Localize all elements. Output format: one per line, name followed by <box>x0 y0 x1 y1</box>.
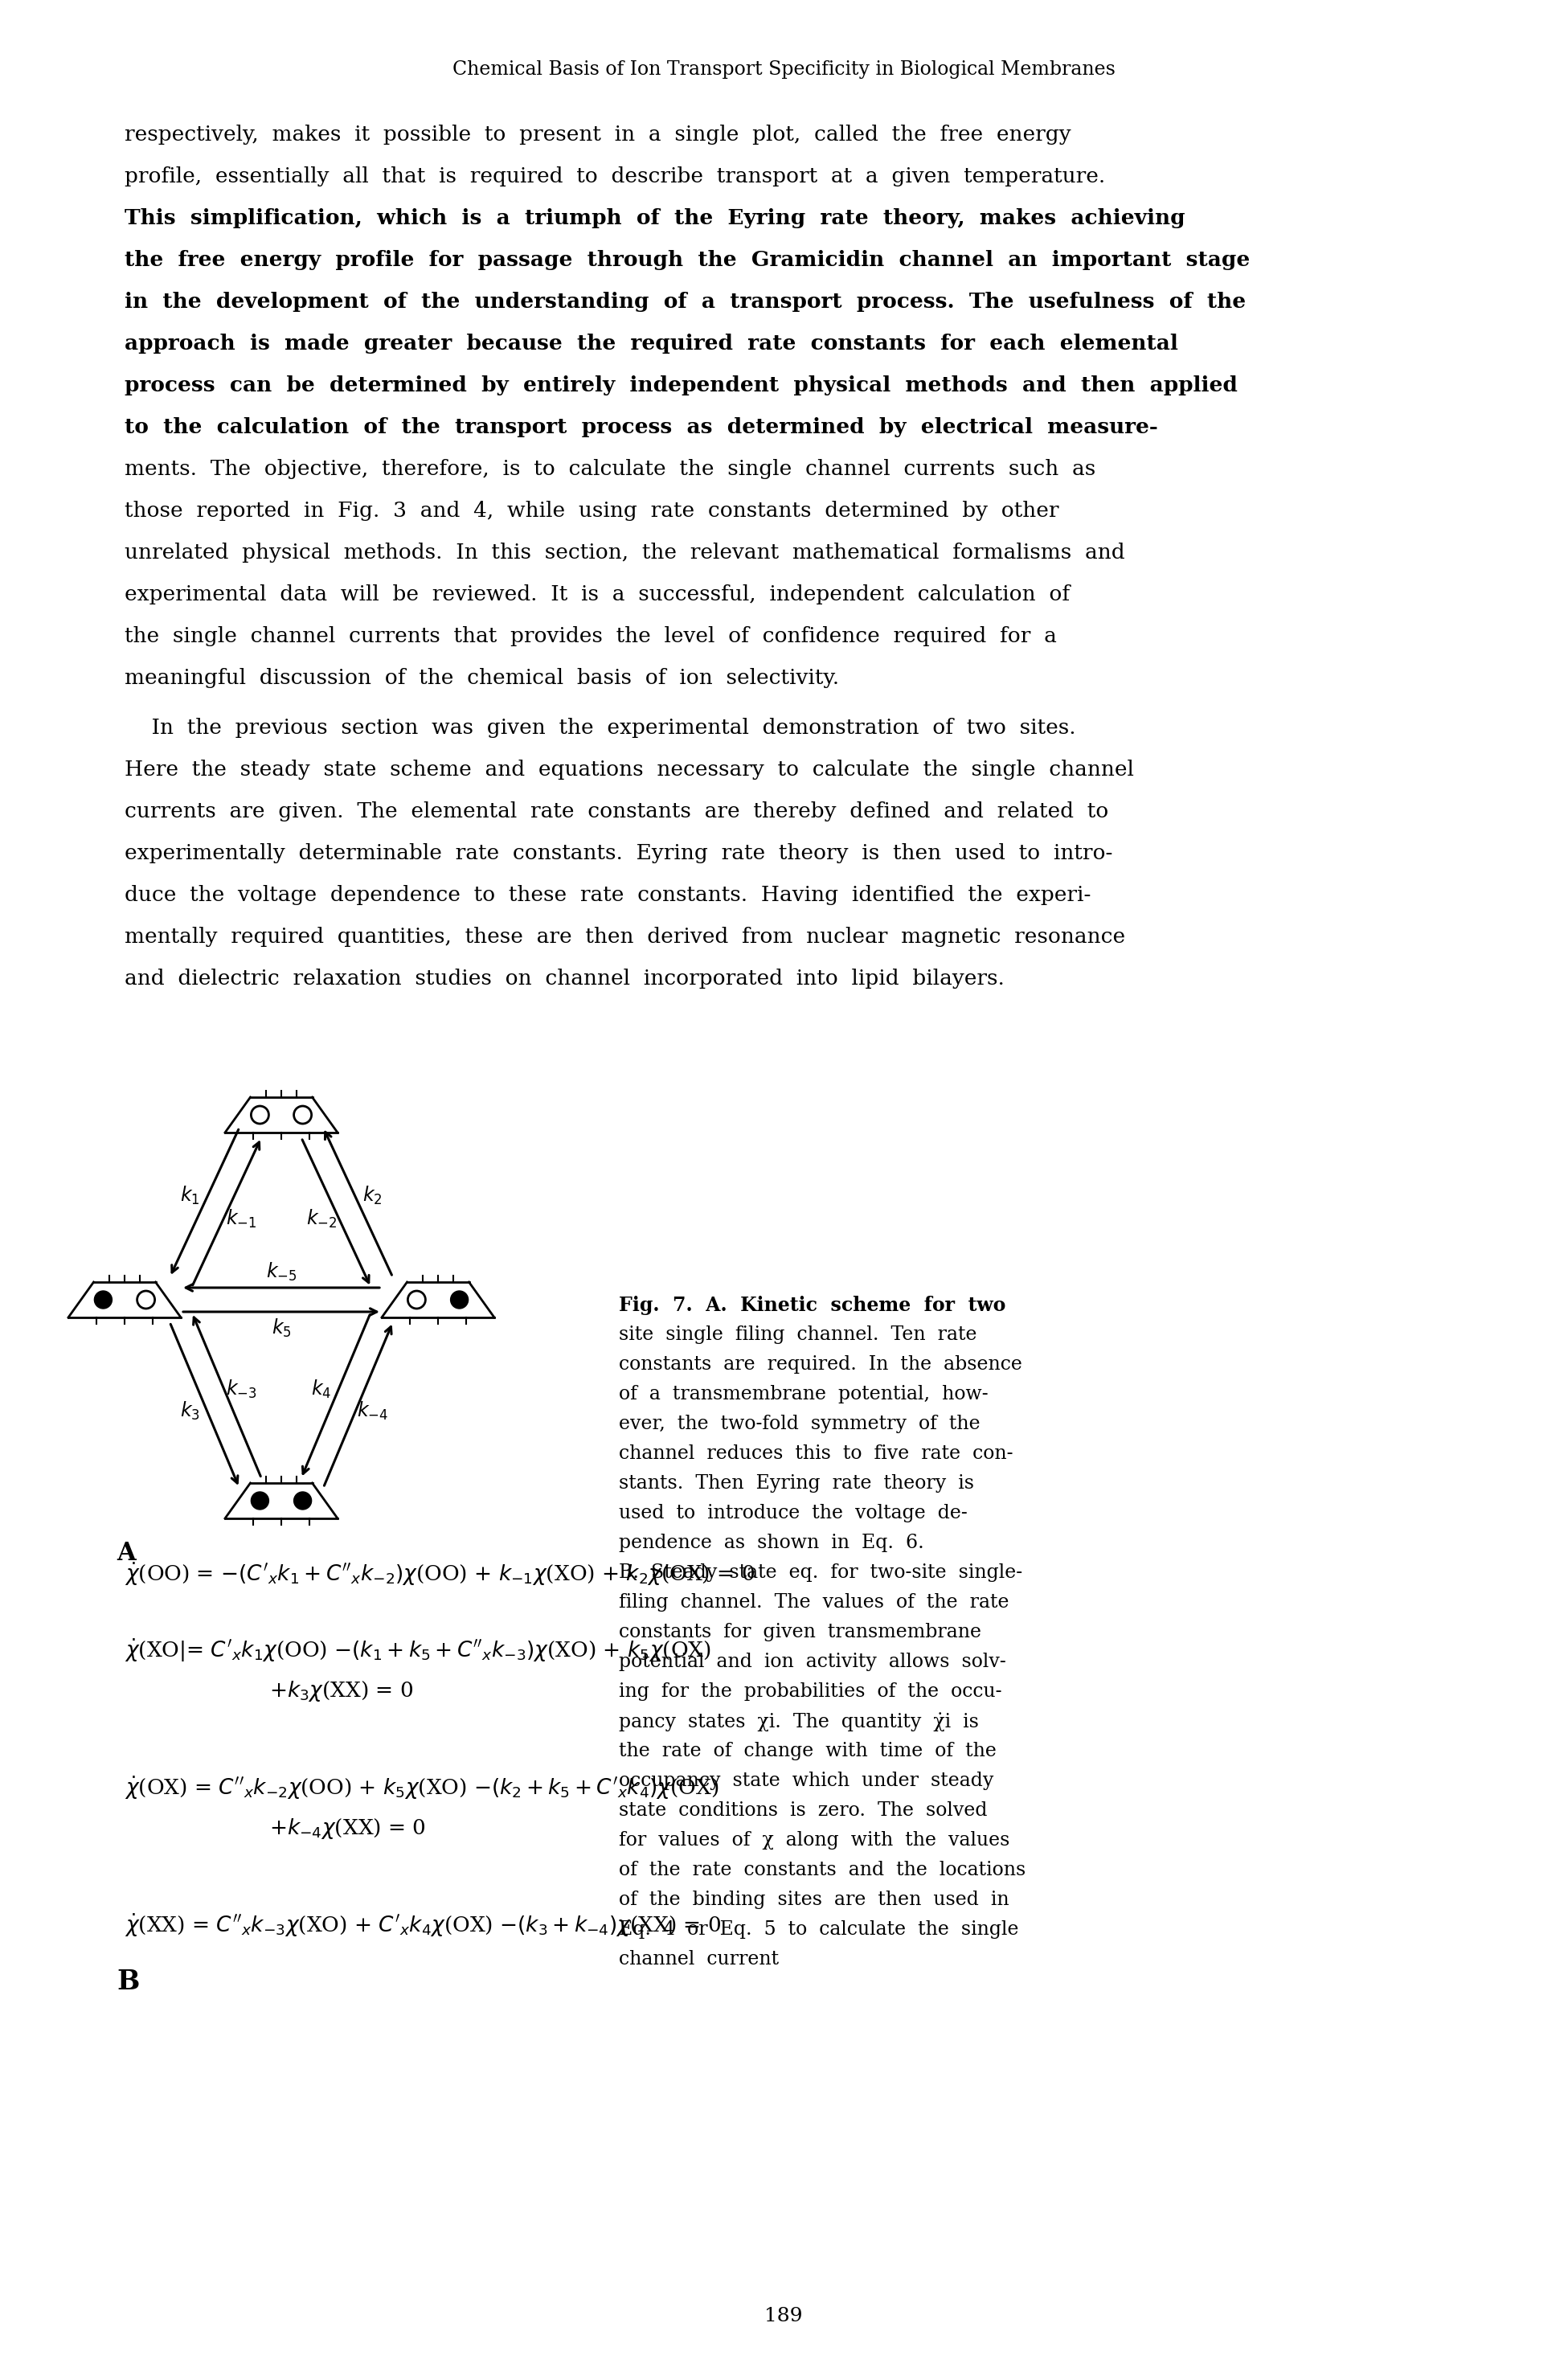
Text: B.  Steady  state  eq.  for  two-site  single-: B. Steady state eq. for two-site single- <box>619 1563 1022 1582</box>
Text: stants.  Then  Eyring  rate  theory  is: stants. Then Eyring rate theory is <box>619 1475 974 1492</box>
Text: potential  and  ion  activity  allows  solv-: potential and ion activity allows solv- <box>619 1653 1007 1672</box>
Text: Fig.  7.  A.  Kinetic  scheme  for  two: Fig. 7. A. Kinetic scheme for two <box>619 1295 1005 1314</box>
Circle shape <box>251 1106 268 1125</box>
Text: those  reported  in  Fig.  3  and  4,  while  using  rate  constants  determined: those reported in Fig. 3 and 4, while us… <box>124 500 1058 521</box>
Text: ing  for  the  probabilities  of  the  occu-: ing for the probabilities of the occu- <box>619 1681 1002 1700</box>
Text: the  rate  of  change  with  time  of  the: the rate of change with time of the <box>619 1743 997 1759</box>
Text: $k_4$: $k_4$ <box>310 1378 331 1399</box>
Text: experimentally  determinable  rate  constants.  Eyring  rate  theory  is  then  : experimentally determinable rate constan… <box>124 843 1113 864</box>
Text: constants  are  required.  In  the  absence: constants are required. In the absence <box>619 1354 1022 1373</box>
Text: $k_{-1}$: $k_{-1}$ <box>226 1208 257 1229</box>
Text: site  single  filing  channel.  Ten  rate: site single filing channel. Ten rate <box>619 1326 977 1345</box>
Text: $\dot{\chi}$(XO|= $C'_x k_1 \chi$(OO) $-(k_1 + k_5 + C''_x k_{-3})\chi$(XO) + $k: $\dot{\chi}$(XO|= $C'_x k_1 \chi$(OO) $-… <box>124 1636 710 1665</box>
Circle shape <box>293 1106 312 1125</box>
Text: In  the  previous  section  was  given  the  experimental  demonstration  of  tw: In the previous section was given the ex… <box>124 718 1076 739</box>
Text: A: A <box>116 1542 135 1565</box>
Text: approach  is  made  greater  because  the  required  rate  constants  for  each : approach is made greater because the req… <box>124 334 1178 353</box>
Text: pendence  as  shown  in  Eq.  6.: pendence as shown in Eq. 6. <box>619 1534 924 1551</box>
Text: of  a  transmembrane  potential,  how-: of a transmembrane potential, how- <box>619 1385 988 1404</box>
Text: ever,  the  two-fold  symmetry  of  the: ever, the two-fold symmetry of the <box>619 1414 980 1433</box>
Text: and  dielectric  relaxation  studies  on  channel  incorporated  into  lipid  bi: and dielectric relaxation studies on cha… <box>124 969 1005 990</box>
Text: meaningful  discussion  of  the  chemical  basis  of  ion  selectivity.: meaningful discussion of the chemical ba… <box>124 668 839 689</box>
Text: constants  for  given  transmembrane: constants for given transmembrane <box>619 1622 982 1641</box>
Text: for  values  of  χ  along  with  the  values: for values of χ along with the values <box>619 1830 1010 1849</box>
Text: pancy  states  χi.  The  quantity  χ̇i  is: pancy states χi. The quantity χ̇i is <box>619 1712 978 1731</box>
Text: $\dot{\chi}$(OX) = $C''_x k_{-2} \chi$(OO) + $k_5 \chi$(XO) $-(k_2 + k_5 + C'_x : $\dot{\chi}$(OX) = $C''_x k_{-2} \chi$(O… <box>124 1774 718 1802</box>
Text: of  the  binding  sites  are  then  used  in: of the binding sites are then used in <box>619 1890 1010 1909</box>
Text: B: B <box>116 1968 140 1994</box>
Text: Eq.  4  or  Eq.  5  to  calculate  the  single: Eq. 4 or Eq. 5 to calculate the single <box>619 1920 1019 1939</box>
Text: occupancy  state  which  under  steady: occupancy state which under steady <box>619 1771 994 1790</box>
Circle shape <box>94 1291 111 1310</box>
Text: mentally  required  quantities,  these  are  then  derived  from  nuclear  magne: mentally required quantities, these are … <box>124 926 1126 947</box>
Text: $k_3$: $k_3$ <box>180 1399 199 1423</box>
Text: This  simplification,  which  is  a  triumph  of  the  Eyring  rate  theory,  ma: This simplification, which is a triumph … <box>124 208 1185 227</box>
Text: $k_1$: $k_1$ <box>180 1184 201 1205</box>
Text: currents  are  given.  The  elemental  rate  constants  are  thereby  defined  a: currents are given. The elemental rate c… <box>124 800 1109 822</box>
Text: $+ k_{-4}\chi$(XX) = 0: $+ k_{-4}\chi$(XX) = 0 <box>270 1816 426 1840</box>
Text: $k_2$: $k_2$ <box>362 1184 383 1205</box>
Text: $k_5$: $k_5$ <box>271 1317 292 1338</box>
Text: filing  channel.  The  values  of  the  rate: filing channel. The values of the rate <box>619 1594 1010 1613</box>
Text: the  free  energy  profile  for  passage  through  the  Gramicidin  channel  an : the free energy profile for passage thro… <box>124 251 1250 270</box>
Circle shape <box>293 1492 312 1508</box>
Circle shape <box>251 1492 268 1508</box>
Text: experimental  data  will  be  reviewed.  It  is  a  successful,  independent  ca: experimental data will be reviewed. It i… <box>124 585 1069 604</box>
Text: $k_{-4}$: $k_{-4}$ <box>358 1399 389 1423</box>
Text: respectively,  makes  it  possible  to  present  in  a  single  plot,  called  t: respectively, makes it possible to prese… <box>124 126 1071 144</box>
Text: $\dot{\chi}$(XX) = $C''_x k_{-3}\chi$(XO) + $C'_x k_4\chi$(OX) $-(k_3 + k_{-4})\: $\dot{\chi}$(XX) = $C''_x k_{-3}\chi$(XO… <box>124 1913 721 1939</box>
Text: channel  reduces  this  to  five  rate  con-: channel reduces this to five rate con- <box>619 1444 1013 1463</box>
Text: Chemical Basis of Ion Transport Specificity in Biological Membranes: Chemical Basis of Ion Transport Specific… <box>452 59 1115 78</box>
Text: profile,  essentially  all  that  is  required  to  describe  transport  at  a  : profile, essentially all that is require… <box>124 166 1105 187</box>
Text: duce  the  voltage  dependence  to  these  rate  constants.  Having  identified : duce the voltage dependence to these rat… <box>124 886 1091 905</box>
Text: to  the  calculation  of  the  transport  process  as  determined  by  electrica: to the calculation of the transport proc… <box>124 417 1157 438</box>
Text: of  the  rate  constants  and  the  locations: of the rate constants and the locations <box>619 1861 1025 1880</box>
Text: $+ k_3\chi$(XX) = 0: $+ k_3\chi$(XX) = 0 <box>270 1679 414 1703</box>
Text: Here  the  steady  state  scheme  and  equations  necessary  to  calculate  the : Here the steady state scheme and equatio… <box>124 760 1134 779</box>
Text: state  conditions  is  zero.  The  solved: state conditions is zero. The solved <box>619 1802 988 1819</box>
Text: the  single  channel  currents  that  provides  the  level  of  confidence  requ: the single channel currents that provide… <box>124 625 1057 646</box>
Text: 189: 189 <box>765 2306 803 2325</box>
Text: unrelated  physical  methods.  In  this  section,  the  relevant  mathematical  : unrelated physical methods. In this sect… <box>124 542 1124 564</box>
Text: $k_{-5}$: $k_{-5}$ <box>267 1260 296 1283</box>
Text: $\dot{\chi}$(OO) = $-(C'_x k_1 + C''_x k_{-2})\chi$(OO) + $k_{-1}\chi$(XO) + $k_: $\dot{\chi}$(OO) = $-(C'_x k_1 + C''_x k… <box>124 1561 754 1589</box>
Text: $k_{-2}$: $k_{-2}$ <box>306 1208 337 1229</box>
Text: channel  current: channel current <box>619 1949 779 1968</box>
Circle shape <box>408 1291 425 1310</box>
Text: process  can  be  determined  by  entirely  independent  physical  methods  and : process can be determined by entirely in… <box>124 377 1237 395</box>
Text: ments.  The  objective,  therefore,  is  to  calculate  the  single  channel  cu: ments. The objective, therefore, is to c… <box>124 459 1096 478</box>
Text: in  the  development  of  the  understanding  of  a  transport  process.  The  u: in the development of the understanding … <box>124 291 1247 313</box>
Circle shape <box>136 1291 155 1310</box>
Text: $k_{-3}$: $k_{-3}$ <box>226 1378 257 1399</box>
Text: used  to  introduce  the  voltage  de-: used to introduce the voltage de- <box>619 1504 967 1523</box>
Circle shape <box>450 1291 469 1310</box>
